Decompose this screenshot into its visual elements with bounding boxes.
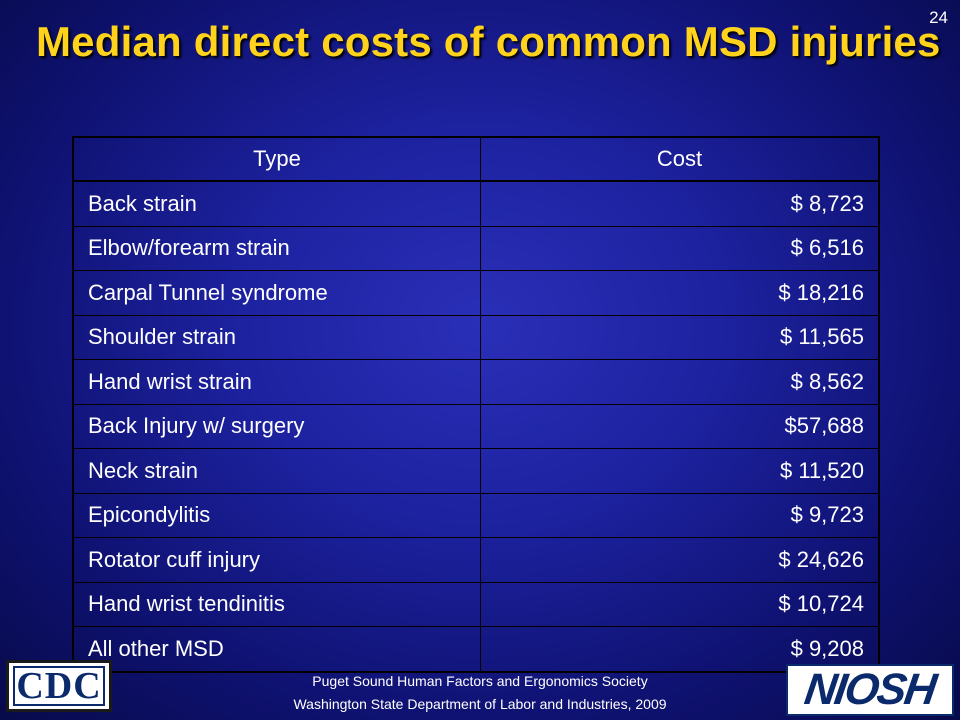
slide-title: Median direct costs of common MSD injuri…: [36, 18, 941, 65]
injury-type-cell: Rotator cuff injury: [73, 537, 481, 583]
cdc-logo-mark: CDC: [13, 665, 105, 707]
footer-line-society: Puget Sound Human Factors and Ergonomics…: [312, 673, 648, 689]
injury-type-cell: Back strain: [73, 180, 481, 227]
injury-type-cell: Shoulder strain: [73, 314, 481, 360]
table-row: Neck strain $ 11,520: [73, 448, 879, 494]
table-row: Back strain $ 8,723: [73, 180, 879, 227]
cost-cell: $ 24,626: [480, 537, 879, 583]
table-row: Hand wrist strain $ 8,562: [73, 359, 879, 405]
table-row: Rotator cuff injury $ 24,626: [73, 537, 879, 583]
cost-table: Type Cost Back strain $ 8,723 Elbow/fore…: [72, 136, 880, 673]
cost-cell: $57,688: [480, 403, 879, 449]
cost-cell: $ 6,516: [480, 225, 879, 271]
cost-cell: $ 11,520: [480, 448, 879, 494]
cost-cell: $ 8,562: [480, 359, 879, 405]
table-row: Back Injury w/ surgery $57,688: [73, 403, 879, 449]
table-row: All other MSD $ 9,208: [73, 626, 879, 672]
column-header-cost: Cost: [480, 136, 879, 182]
injury-type-cell: Hand wrist strain: [73, 359, 481, 405]
cost-cell: $ 18,216: [480, 270, 879, 316]
injury-type-cell: All other MSD: [73, 626, 481, 672]
table-row: Carpal Tunnel syndrome $ 18,216: [73, 270, 879, 316]
injury-type-cell: Neck strain: [73, 448, 481, 494]
table-row: Epicondylitis $ 9,723: [73, 492, 879, 538]
injury-type-cell: Elbow/forearm strain: [73, 225, 481, 271]
footer-line-department: Washington State Department of Labor and…: [293, 696, 667, 712]
column-header-type: Type: [73, 136, 481, 182]
cost-cell: $ 9,723: [480, 492, 879, 538]
slide-number: 24: [929, 8, 948, 27]
cost-cell: $ 11,565: [480, 314, 879, 360]
cdc-logo: CDC: [6, 660, 112, 712]
injury-type-cell: Hand wrist tendinitis: [73, 581, 481, 627]
injury-type-cell: Back Injury w/ surgery: [73, 403, 481, 449]
niosh-logo: NIOSH: [786, 664, 954, 716]
table-row: Hand wrist tendinitis $ 10,724: [73, 581, 879, 627]
niosh-logo-mark: NIOSH: [801, 665, 939, 714]
footer-credits: Puget Sound Human Factors and Ergonomics…: [0, 670, 960, 716]
injury-type-cell: Epicondylitis: [73, 492, 481, 538]
table-row: Shoulder strain $ 11,565: [73, 314, 879, 360]
injury-type-cell: Carpal Tunnel syndrome: [73, 270, 481, 316]
cost-cell: $ 10,724: [480, 581, 879, 627]
table-row: Elbow/forearm strain $ 6,516: [73, 225, 879, 271]
cost-cell: $ 8,723: [480, 180, 879, 227]
table-header-row: Type Cost: [73, 136, 879, 182]
